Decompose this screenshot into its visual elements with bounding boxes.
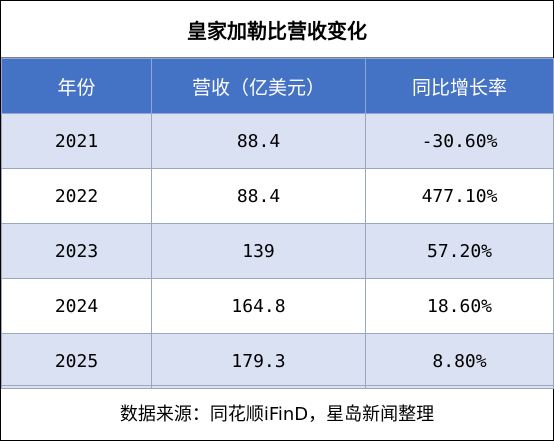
data-source-note: 数据来源：同花顺iFinD，星岛新闻整理 <box>1 385 553 440</box>
header-year: 年份 <box>1 58 152 114</box>
cell-revenue: 179.3 <box>151 333 366 389</box>
header-row: 年份 营收（亿美元） 同比增长率 <box>1 58 554 114</box>
table-row: 2021 88.4 -30.60% <box>1 113 554 169</box>
table-row: 2024 164.8 18.60% <box>1 278 554 334</box>
table-row: 2023 139 57.20% <box>1 223 554 279</box>
cell-year: 2021 <box>1 113 152 169</box>
cell-year: 2024 <box>1 278 152 334</box>
cell-year: 2025 <box>1 333 152 389</box>
table-row: 2025 179.3 8.80% <box>1 333 554 389</box>
cell-growth: 8.80% <box>365 333 554 389</box>
header-revenue: 营收（亿美元） <box>151 58 366 114</box>
cell-growth: 18.60% <box>365 278 554 334</box>
cell-revenue: 88.4 <box>151 113 366 169</box>
header-growth: 同比增长率 <box>365 58 554 114</box>
cell-revenue: 88.4 <box>151 168 366 224</box>
cell-year: 2023 <box>1 223 152 279</box>
cell-revenue: 164.8 <box>151 278 366 334</box>
cell-year: 2022 <box>1 168 152 224</box>
cell-growth: 477.10% <box>365 168 554 224</box>
cell-revenue: 139 <box>151 223 366 279</box>
table-row: 2022 88.4 477.10% <box>1 168 554 224</box>
table-title: 皇家加勒比营收变化 <box>1 1 553 58</box>
cell-growth: 57.20% <box>365 223 554 279</box>
revenue-table: 年份 营收（亿美元） 同比增长率 2021 88.4 -30.60% 2022 … <box>1 58 554 389</box>
cell-growth: -30.60% <box>365 113 554 169</box>
